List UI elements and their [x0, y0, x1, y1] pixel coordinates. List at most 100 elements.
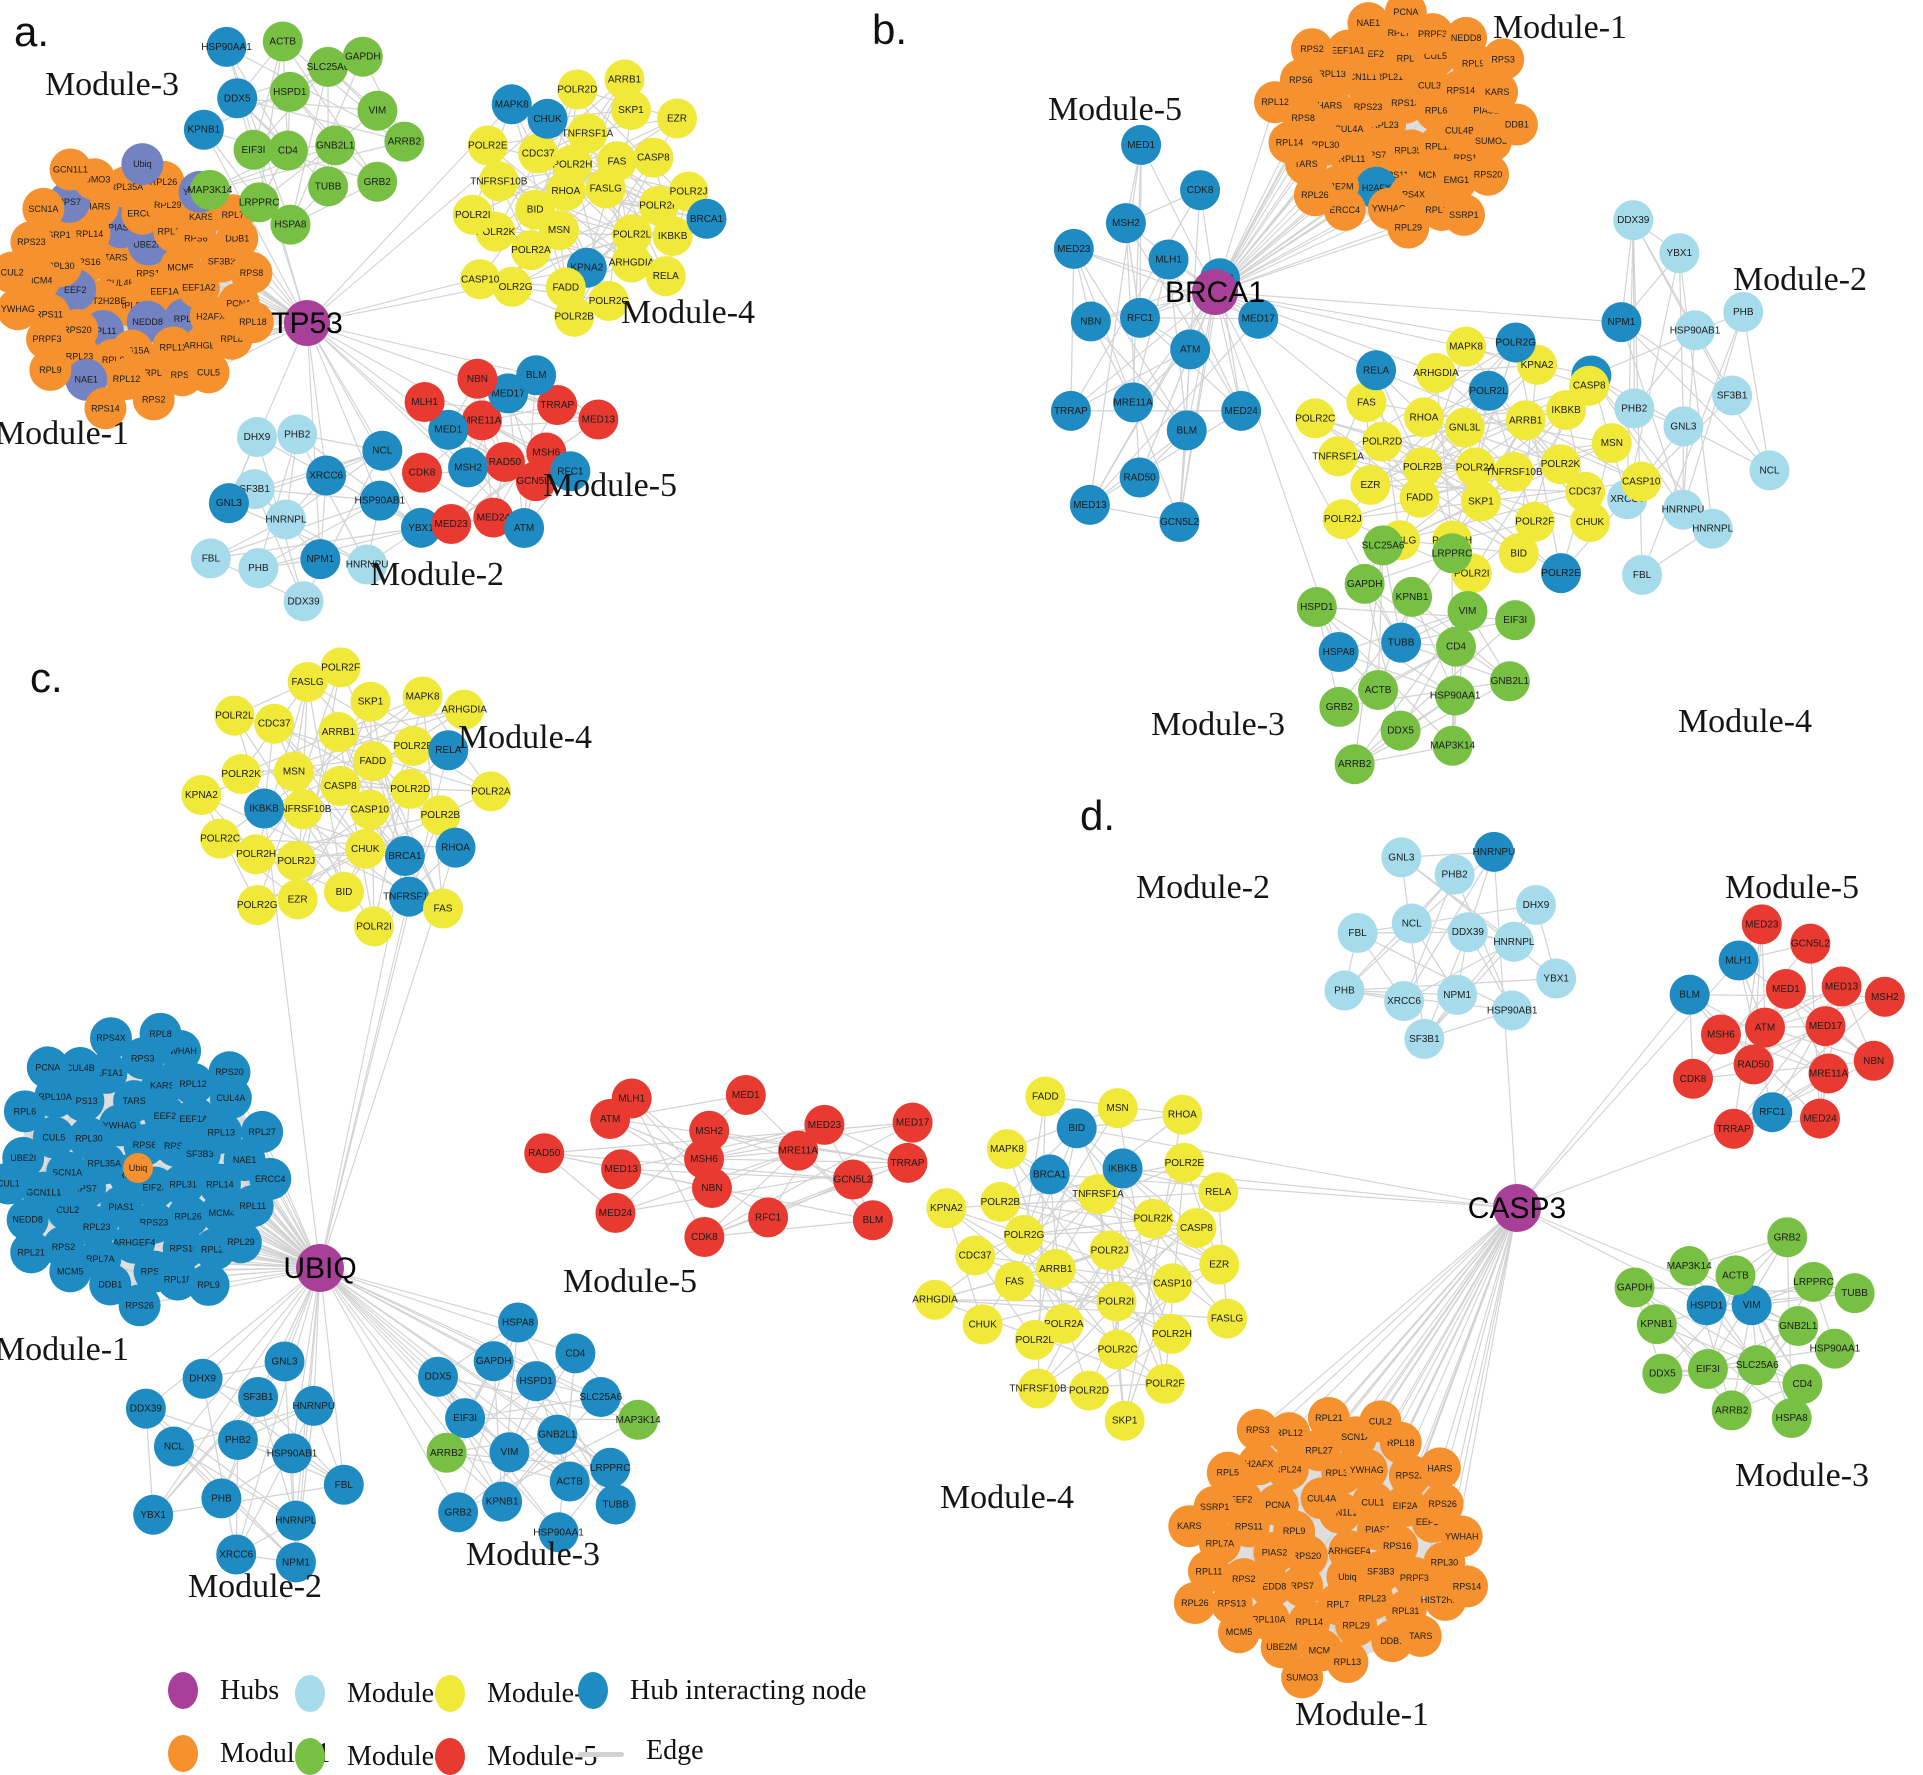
node-EIF3I[interactable]: EIF3I — [445, 1398, 486, 1439]
node-FBL[interactable]: FBL — [190, 538, 231, 579]
node-MRE11A[interactable]: MRE11A — [778, 1130, 819, 1171]
node-ARHGDIA[interactable]: ARHGDIA — [609, 242, 655, 283]
node-POLR2H[interactable]: POLR2H — [236, 834, 276, 875]
node-POLR2E[interactable]: POLR2E — [393, 725, 433, 766]
node-MSN[interactable]: MSN — [1097, 1088, 1138, 1129]
node-MED24[interactable]: MED24 — [473, 497, 514, 538]
node-POLR2H[interactable]: POLR2H — [552, 144, 592, 185]
node-DDX5[interactable]: DDX5 — [418, 1356, 459, 1397]
node-MSH2[interactable]: MSH2 — [448, 447, 489, 488]
node-RPS3[interactable]: RPS3 — [1482, 38, 1525, 81]
node-CASP10[interactable]: CASP10 — [1621, 461, 1662, 502]
node-POLR2C[interactable]: POLR2C — [200, 818, 240, 859]
node-MLH1[interactable]: MLH1 — [404, 382, 445, 423]
node-HSPD1[interactable]: HSPD1 — [516, 1361, 557, 1402]
node-HSPD1[interactable]: HSPD1 — [1296, 587, 1337, 628]
node-MLH1[interactable]: MLH1 — [1718, 940, 1759, 981]
node-GAPDH[interactable]: GAPDH — [1344, 563, 1385, 604]
node-RPL5[interactable]: RPL5 — [1206, 1451, 1249, 1494]
node-BLM[interactable]: BLM — [852, 1200, 893, 1241]
node-CUL1[interactable]: CUL1 — [0, 1162, 30, 1205]
node-FAS[interactable]: FAS — [422, 888, 463, 929]
node-NPM1[interactable]: NPM1 — [1601, 302, 1642, 343]
node-CD4[interactable]: CD4 — [1435, 626, 1476, 667]
node-EIF3I[interactable]: EIF3I — [1495, 600, 1536, 641]
node-MAPK8[interactable]: MAPK8 — [987, 1129, 1028, 1170]
node-MAPK8[interactable]: MAPK8 — [491, 84, 532, 125]
node-POLR2K[interactable]: POLR2K — [1133, 1198, 1173, 1239]
node-POLR2L[interactable]: POLR2L — [214, 695, 255, 736]
node-YBX1[interactable]: YBX1 — [1536, 958, 1577, 999]
node-POLR2J[interactable]: POLR2J — [1322, 499, 1363, 540]
node-MED1[interactable]: MED1 — [428, 409, 469, 450]
node-CUL1[interactable]: CUL1 — [1351, 1481, 1394, 1524]
node-POLR2E[interactable]: POLR2E — [1164, 1142, 1204, 1183]
node-DDX39[interactable]: DDX39 — [125, 1388, 166, 1429]
node-CASP10[interactable]: CASP10 — [349, 789, 390, 830]
node-POLR2L[interactable]: POLR2L — [1468, 370, 1509, 411]
node-POLR2G[interactable]: POLR2G — [492, 266, 533, 307]
node-HSP90AB1[interactable]: HSP90AB1 — [1670, 310, 1721, 351]
node-POLR2I[interactable]: POLR2I — [452, 194, 493, 235]
node-LRPPRC[interactable]: LRPPRC — [239, 182, 280, 223]
node-MED23[interactable]: MED23 — [431, 504, 472, 545]
node-CDK8[interactable]: CDK8 — [401, 452, 442, 493]
node-MED13[interactable]: MED13 — [578, 399, 619, 440]
node-PHB[interactable]: PHB — [1324, 970, 1365, 1011]
node-TNFRSF10B[interactable]: TNFRSF10B — [470, 161, 528, 202]
node-RAD50[interactable]: RAD50 — [1733, 1044, 1774, 1085]
node-BID[interactable]: BID — [515, 189, 556, 230]
node-XRCC6[interactable]: XRCC6 — [1384, 981, 1425, 1022]
node-GCN5L2[interactable]: GCN5L2 — [515, 461, 556, 502]
node-RPL12[interactable]: RPL12 — [1268, 1412, 1311, 1455]
node-PHB2[interactable]: PHB2 — [277, 414, 318, 455]
node-IKBKB[interactable]: IKBKB — [244, 788, 285, 829]
node-RPL29[interactable]: RPL29 — [1335, 1604, 1378, 1647]
node-PCNA[interactable]: PCNA — [1256, 1484, 1299, 1527]
node-CUL5[interactable]: CUL5 — [32, 1116, 75, 1159]
node-SKP1[interactable]: SKP1 — [1104, 1400, 1145, 1441]
node-HSP90AA1[interactable]: HSP90AA1 — [201, 26, 252, 67]
node-UBE2M[interactable]: UBE2M — [1260, 1626, 1303, 1669]
node-POLR2K[interactable]: POLR2K — [1540, 444, 1581, 485]
node-HSPA8[interactable]: HSPA8 — [270, 204, 311, 245]
node-GNL3[interactable]: GNL3 — [264, 1341, 305, 1382]
node-RPS23[interactable]: RPS23 — [10, 221, 53, 264]
node-CDC37[interactable]: CDC37 — [955, 1235, 996, 1276]
node-RPL18[interactable]: RPL18 — [231, 301, 274, 344]
node-MRE11A[interactable]: MRE11A — [461, 400, 502, 441]
node-HSP90AA1[interactable]: HSP90AA1 — [1810, 1328, 1861, 1369]
node-RPS16[interactable]: RPS16 — [162, 1227, 205, 1270]
node-ARHGDIA[interactable]: ARHGDIA — [912, 1279, 958, 1320]
node-CDC37[interactable]: CDC37 — [254, 703, 295, 744]
node-XRCC6[interactable]: XRCC6 — [306, 455, 347, 496]
node-CASP8[interactable]: CASP8 — [1569, 365, 1610, 406]
node-ACTB[interactable]: ACTB — [1358, 669, 1399, 710]
node-TNFRSF1A[interactable]: TNFRSF1A — [1312, 436, 1364, 477]
node-FADD[interactable]: FADD — [352, 741, 393, 782]
node-VIM[interactable]: VIM — [489, 1432, 530, 1473]
node-POLR2L[interactable]: POLR2L — [1014, 1319, 1055, 1360]
node-FADD[interactable]: FADD — [1399, 477, 1440, 518]
node-POLR2E[interactable]: POLR2E — [1541, 553, 1581, 594]
node-TARS[interactable]: TARS — [1399, 1614, 1442, 1657]
node-SUMO3[interactable]: SUMO3 — [1281, 1656, 1324, 1699]
node-POLR2B[interactable]: POLR2B — [1402, 446, 1443, 487]
node-BLM[interactable]: BLM — [1669, 974, 1710, 1015]
node-EIF3I[interactable]: EIF3I — [1687, 1349, 1728, 1390]
node-MCM5[interactable]: MCM5 — [49, 1250, 92, 1293]
node-POLR2I[interactable]: POLR2I — [354, 906, 395, 947]
node-POLR2G[interactable]: POLR2G — [1495, 322, 1536, 363]
node-RPS2[interactable]: RPS2 — [132, 378, 175, 421]
node-RPL12[interactable]: RPL12 — [1254, 81, 1297, 124]
node-HSP90AB1[interactable]: HSP90AB1 — [355, 480, 406, 521]
node-DDX5[interactable]: DDX5 — [217, 78, 258, 119]
node-TUBB[interactable]: TUBB — [595, 1484, 636, 1525]
node-CASP10[interactable]: CASP10 — [460, 259, 501, 300]
node-POLR2J[interactable]: POLR2J — [1089, 1230, 1130, 1271]
node-MSH2[interactable]: MSH2 — [1864, 976, 1905, 1017]
hub-node-CASP3[interactable]: CASP3 — [1468, 1184, 1566, 1232]
node-SF3B1[interactable]: SF3B1 — [1712, 375, 1753, 416]
node-POLR2C[interactable]: POLR2C — [589, 280, 629, 321]
node-PHB2[interactable]: PHB2 — [1434, 854, 1475, 895]
